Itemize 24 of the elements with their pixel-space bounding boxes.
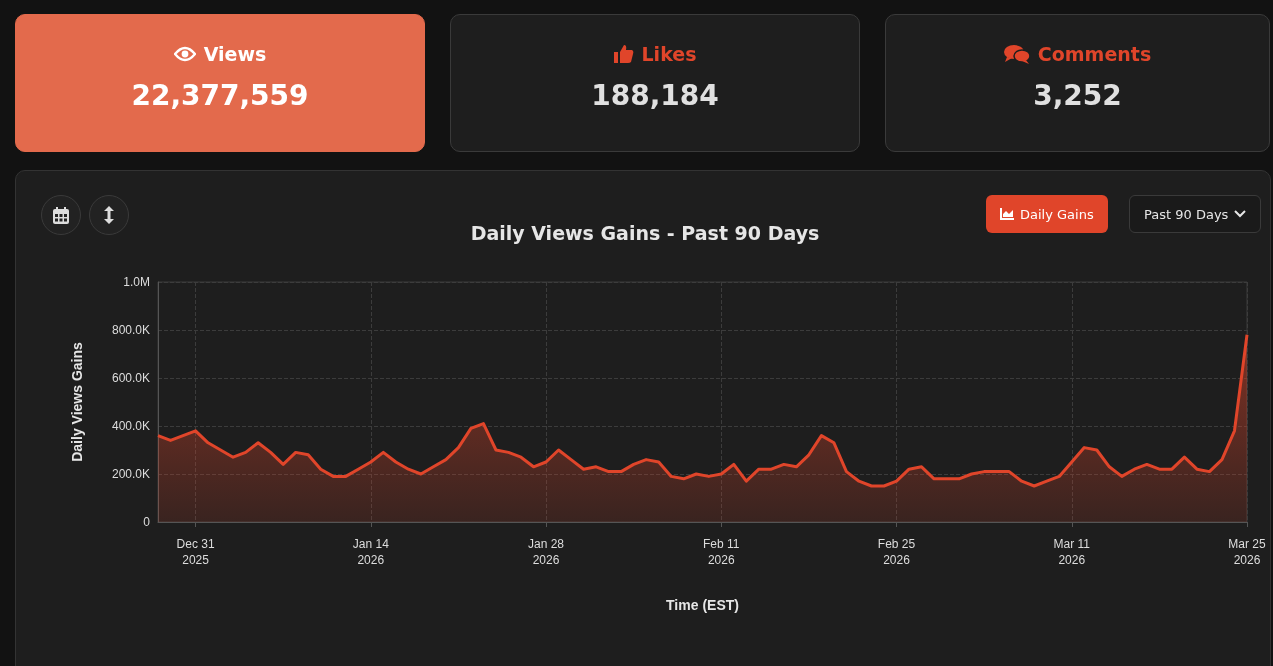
chart-title: Daily Views Gains - Past 90 Days <box>470 221 820 244</box>
x-tick-label: Dec 31 2025 <box>176 537 215 567</box>
x-axis-title: Time (EST) <box>666 597 739 613</box>
text: 188,184 <box>590 79 720 112</box>
y-tick-label: 600.0K <box>111 371 150 385</box>
text: Views <box>203 43 267 65</box>
y-tick-label: 1.0M <box>123 275 150 289</box>
y-tick-label: 0 <box>143 515 151 529</box>
text: Past 90 Days <box>1144 206 1229 222</box>
text: Daily Gains <box>1020 206 1094 222</box>
x-tick-label: Jan 14 2026 <box>352 537 390 567</box>
text: 3,252 <box>1032 79 1123 112</box>
text: 22,377,559 <box>130 79 310 112</box>
x-tick-label: Mar 25 2026 <box>1228 537 1266 567</box>
x-tick-label: Mar 11 2026 <box>1053 537 1091 567</box>
x-tick-label: Jan 28 2026 <box>528 537 565 567</box>
text: Likes <box>641 43 697 65</box>
y-tick-label: 800.0K <box>111 323 150 337</box>
x-tick-label: Feb 25 2026 <box>877 537 916 567</box>
y-tick-label: 200.0K <box>111 467 150 481</box>
text: Comments <box>1037 43 1152 65</box>
x-tick-label: Feb 11 2026 <box>703 537 740 567</box>
y-tick-label: 400.0K <box>111 419 150 433</box>
y-axis-title: Daily Views Gains <box>69 342 85 462</box>
